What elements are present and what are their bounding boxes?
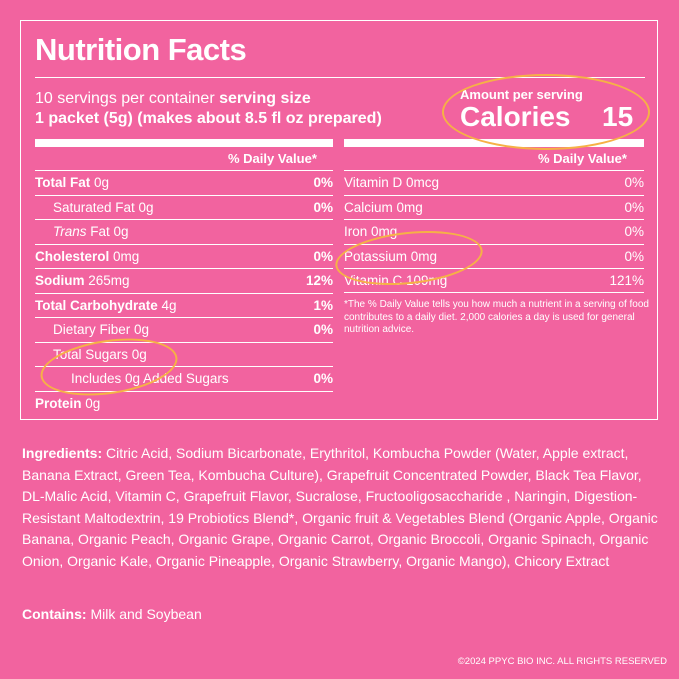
nutrient-row-cholesterol: Cholesterol 0mg 0% [35, 243, 333, 269]
nutrient-row-calcium: Calcium 0mg 0% [344, 194, 644, 220]
daily-value-footnote: *The % Daily Value tells you how much a … [344, 299, 649, 335]
left-thick-divider [35, 139, 333, 147]
title-divider [35, 77, 645, 78]
nutrient-row-potassium: Potassium 0mg 0% [344, 243, 644, 269]
ingredients-label: Ingredients: [22, 445, 103, 461]
servings-info: 10 servings per container serving size 1… [35, 89, 382, 129]
nutrition-panel [20, 20, 658, 420]
nutrient-row-iron: Iron 0mg 0% [344, 219, 644, 244]
nutrient-row-total-fat: Total Fat 0g 0% [35, 170, 333, 195]
contains-label: Contains: [22, 606, 87, 622]
serving-size-value: 1 packet (5g) (makes about 8.5 fl oz pre… [35, 110, 382, 127]
nutrient-row-total-sugars: Total Sugars 0g [35, 341, 333, 367]
contains-list: Milk and Soybean [86, 606, 202, 622]
copyright-notice: ©2024 PPYC BIO INC. ALL RIGHTS RESERVED [457, 656, 667, 667]
left-dv-header: % Daily Value* [228, 151, 317, 166]
nutrition-title: Nutrition Facts [35, 32, 247, 67]
allergen-contains: Contains: Milk and Soybean [22, 606, 202, 622]
ingredients-list: Citric Acid, Sodium Bicarbonate, Erythri… [22, 445, 658, 569]
nutrient-row-vitamin-c: Vitamin C 109mg 121% [344, 268, 644, 293]
nutrient-row-dietary-fiber: Dietary Fiber 0g 0% [35, 317, 333, 342]
right-dv-header: % Daily Value* [538, 151, 627, 166]
ingredients-text: Ingredients: Citric Acid, Sodium Bicarbo… [22, 443, 662, 572]
nutrient-row-sodium: Sodium 265mg 12% [35, 268, 333, 293]
nutrient-row-added-sugars: Includes 0g Added Sugars 0% [35, 366, 333, 391]
calories-highlight-ring [442, 74, 650, 150]
nutrient-row-vitamin-d: Vitamin D 0mcg 0% [344, 170, 644, 195]
servings-per-container: 10 servings per container [35, 90, 215, 107]
nutrient-row-saturated-fat: Saturated Fat 0g 0% [35, 194, 333, 220]
serving-size-label: serving size [219, 90, 311, 107]
nutrient-row-protein: Protein 0g [35, 390, 333, 416]
right-nutrient-column: Vitamin D 0mcg 0% Calcium 0mg 0% Iron 0mg 0… [344, 170, 644, 293]
nutrient-row-trans-fat: Trans Fat 0g [35, 219, 333, 244]
left-nutrient-column: Total Fat 0g 0% Saturated Fat 0g 0% Tran… [35, 170, 333, 415]
nutrient-row-total-carbohydrate: Total Carbohydrate 4g 1% [35, 292, 333, 318]
